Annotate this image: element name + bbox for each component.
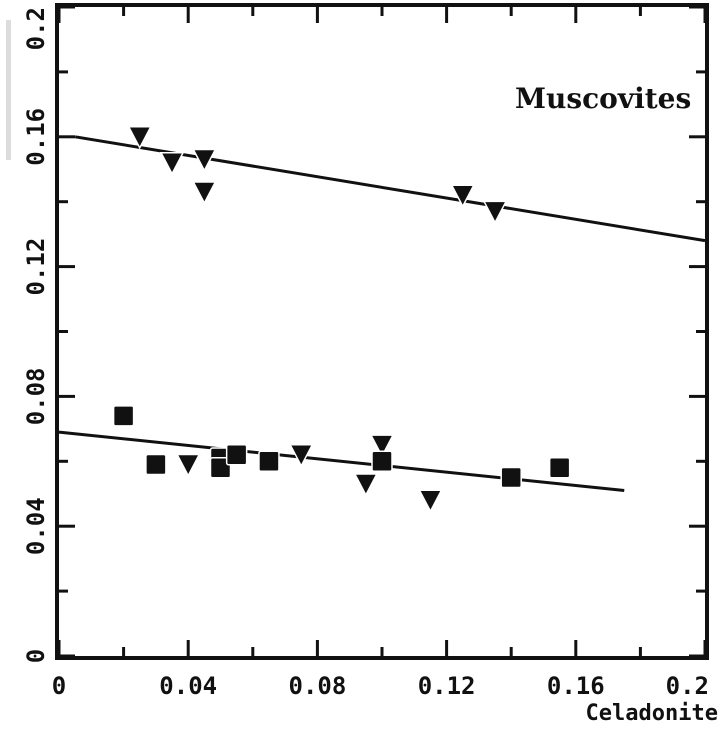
square-marker: [500, 466, 522, 489]
y-tick-label: 0.04: [22, 497, 50, 555]
chart-annotation: Muscovites: [515, 82, 691, 115]
triangle-marker: [127, 126, 152, 150]
x-axis-title: Celadonite: [586, 701, 718, 726]
x-tick-label: 0.04: [159, 672, 217, 700]
y-tick-label: 0.2: [22, 7, 50, 50]
y-axis-label-fragment: [6, 20, 11, 160]
y-tick-label: 0: [22, 649, 50, 663]
triangle-marker: [159, 152, 185, 176]
square-marker: [548, 457, 571, 479]
triangle-marker: [482, 200, 508, 225]
triangle-marker: [418, 489, 443, 513]
square-marker: [145, 453, 167, 476]
triangle-marker: [192, 148, 217, 173]
y-tick-label: 0.12: [22, 238, 50, 296]
y-tick-label: 0.16: [22, 108, 50, 166]
triangle-marker: [353, 473, 379, 497]
x-tick-label: 0.16: [547, 672, 605, 700]
triangle-marker: [450, 184, 475, 208]
x-tick-label: 0.2: [666, 672, 709, 700]
square-marker: [112, 405, 135, 427]
data-markers: [112, 126, 571, 513]
plot-frame: [55, 3, 709, 660]
fit-line-2: [58, 430, 625, 492]
x-tick-labels: 0 0.04 0.08 0.12 0.16 0.2: [52, 672, 709, 700]
x-tick-label: 0.12: [418, 672, 476, 700]
triangle-marker: [175, 453, 201, 478]
axis-ticks: [57, 5, 707, 658]
x-tick-label: 0: [52, 672, 66, 700]
triangle-marker: [192, 181, 217, 205]
y-tick-labels: 0 0.04 0.08 0.12 0.16 0.2: [22, 7, 50, 663]
square-marker: [225, 444, 248, 466]
triangle-marker: [289, 444, 314, 468]
x-tick-label: 0.08: [289, 672, 347, 700]
triangle-marker: [369, 434, 395, 458]
y-tick-label: 0.08: [22, 368, 50, 426]
square-marker: [371, 450, 393, 473]
square-marker: [209, 457, 232, 479]
square-marker: [258, 450, 280, 473]
